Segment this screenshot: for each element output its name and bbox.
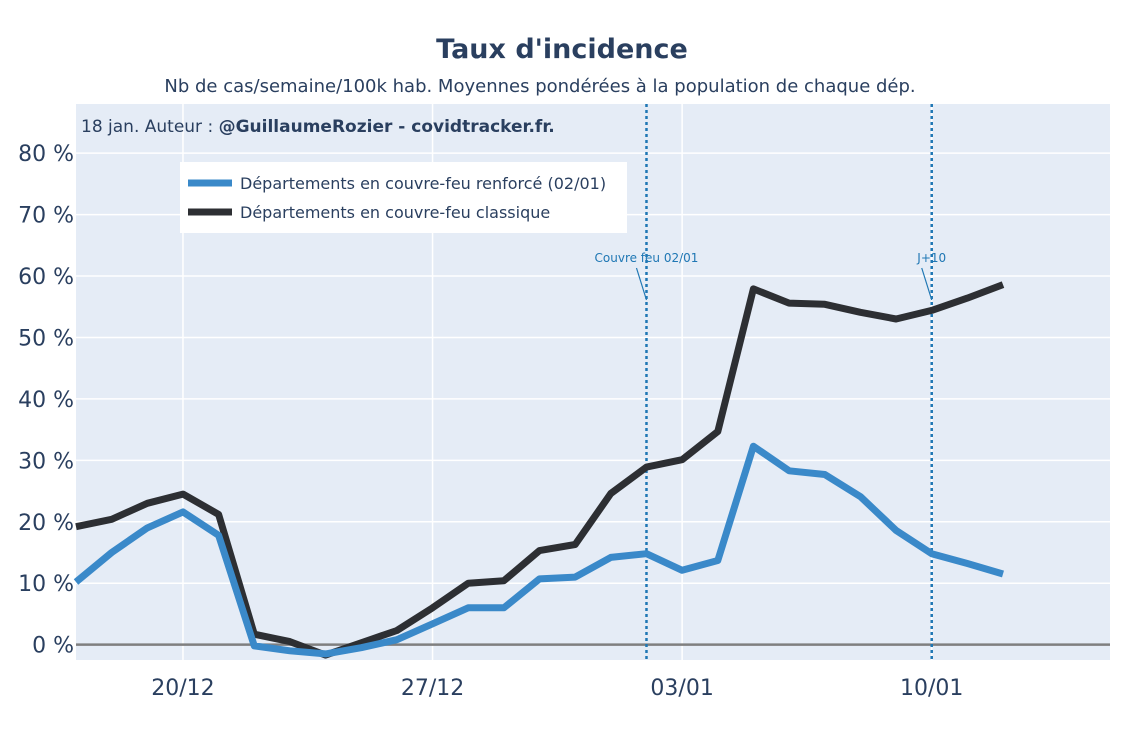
y-tick-label: 80 % bbox=[18, 142, 74, 167]
chart-title: Taux d'incidence bbox=[436, 34, 688, 65]
source-note: 18 jan. Auteur : @GuillaumeRozier - covi… bbox=[81, 117, 555, 137]
source-prefix: 18 jan. Auteur : bbox=[81, 117, 219, 137]
y-tick-label: 10 % bbox=[18, 572, 74, 597]
y-tick-label: 40 % bbox=[18, 388, 74, 413]
event-label: J+10 bbox=[916, 251, 946, 265]
x-tick-label: 20/12 bbox=[151, 676, 214, 701]
y-tick-label: 30 % bbox=[18, 449, 74, 474]
legend: Départements en couvre-feu renforcé (02/… bbox=[180, 162, 627, 233]
y-tick-label: 60 % bbox=[18, 265, 74, 290]
series-lines bbox=[73, 281, 1005, 659]
series-line-renforce bbox=[73, 442, 1004, 658]
event-label: Couvre feu 02/01 bbox=[595, 251, 699, 265]
legend-box bbox=[180, 162, 627, 233]
y-tick-label: 70 % bbox=[18, 204, 74, 229]
legend-label-renforce: Départements en couvre-feu renforcé (02/… bbox=[240, 174, 606, 193]
event-arrow bbox=[635, 267, 648, 301]
y-axis-ticks: 0 % 10 % 20 % 30 % 40 % 50 % 60 % 70 % 80 % bbox=[18, 142, 74, 658]
y-tick-label: 50 % bbox=[18, 326, 74, 351]
x-tick-label: 03/01 bbox=[650, 676, 713, 701]
chart-subtitle: Nb de cas/semaine/100k hab. Moyennes pon… bbox=[164, 76, 915, 97]
x-axis-ticks: 20/12 27/12 03/01 10/01 bbox=[151, 676, 963, 701]
legend-label-classique: Départements en couvre-feu classique bbox=[240, 203, 550, 222]
event-arrow bbox=[921, 267, 933, 301]
series-line-classique bbox=[75, 281, 1005, 659]
x-tick-label: 10/01 bbox=[900, 676, 963, 701]
event-lines: Couvre feu 02/01 J+10 bbox=[595, 104, 946, 660]
y-tick-label: 0 % bbox=[32, 634, 74, 659]
y-tick-label: 20 % bbox=[18, 511, 74, 536]
source-author: @GuillaumeRozier - covidtracker.fr. bbox=[219, 117, 555, 137]
x-tick-label: 27/12 bbox=[401, 676, 464, 701]
